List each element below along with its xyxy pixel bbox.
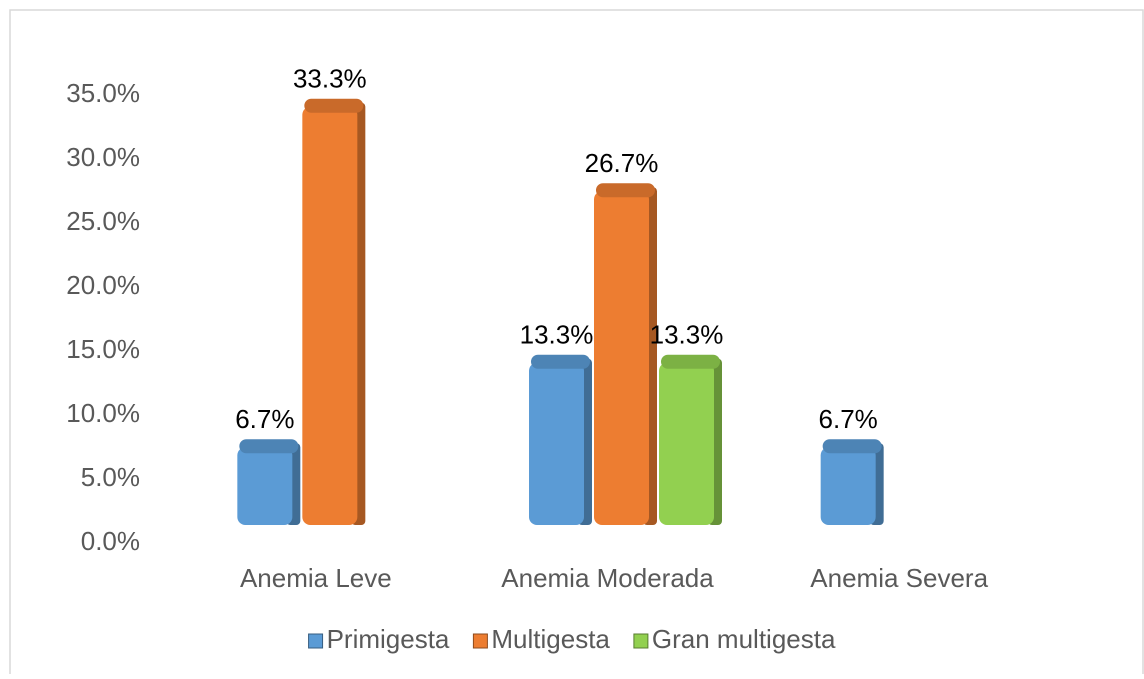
y-tick-label: 15.0%	[66, 334, 140, 364]
bar	[237, 447, 293, 525]
bar-top	[239, 439, 299, 454]
y-tick-label: 30.0%	[66, 142, 140, 172]
legend-swatch	[472, 633, 488, 649]
legend-label: Primigesta	[327, 624, 450, 654]
y-tick-label: 20.0%	[66, 270, 140, 300]
y-tick-label: 10.0%	[66, 398, 140, 428]
chart-border	[9, 9, 1144, 679]
value-label: 13.3%	[650, 320, 724, 350]
value-label: 33.3%	[293, 64, 367, 94]
bar	[820, 447, 876, 525]
bar	[302, 106, 358, 525]
y-tick-label: 25.0%	[66, 206, 140, 236]
legend-label: Multigesta	[491, 624, 610, 654]
bar-top	[596, 183, 655, 198]
value-label: 13.3%	[520, 320, 594, 350]
legend-swatch	[308, 633, 324, 649]
x-tick-label: Anemia Moderada	[501, 563, 714, 593]
bar-top	[822, 439, 882, 454]
y-tick-label: 0.0%	[81, 526, 140, 556]
legend-swatch	[633, 633, 649, 649]
y-tick-label: 35.0%	[66, 78, 140, 108]
bar	[659, 362, 714, 525]
x-tick-label: Anemia Severa	[810, 563, 988, 593]
x-tick-label: Anemia Leve	[240, 563, 392, 593]
bar-top	[661, 354, 720, 369]
value-label: 6.7%	[235, 404, 294, 434]
bar-top	[304, 98, 364, 113]
value-label: 6.7%	[819, 404, 878, 434]
legend-label: Gran multigesta	[652, 624, 836, 654]
legend-item: Multigesta	[472, 624, 610, 654]
y-tick-label: 5.0%	[81, 462, 140, 492]
bar	[594, 191, 649, 526]
legend-item: Gran multigesta	[633, 624, 836, 654]
value-label: 26.7%	[585, 148, 659, 178]
legend-item: Primigesta	[308, 624, 450, 654]
bar-top	[531, 354, 590, 369]
bar	[529, 362, 584, 525]
